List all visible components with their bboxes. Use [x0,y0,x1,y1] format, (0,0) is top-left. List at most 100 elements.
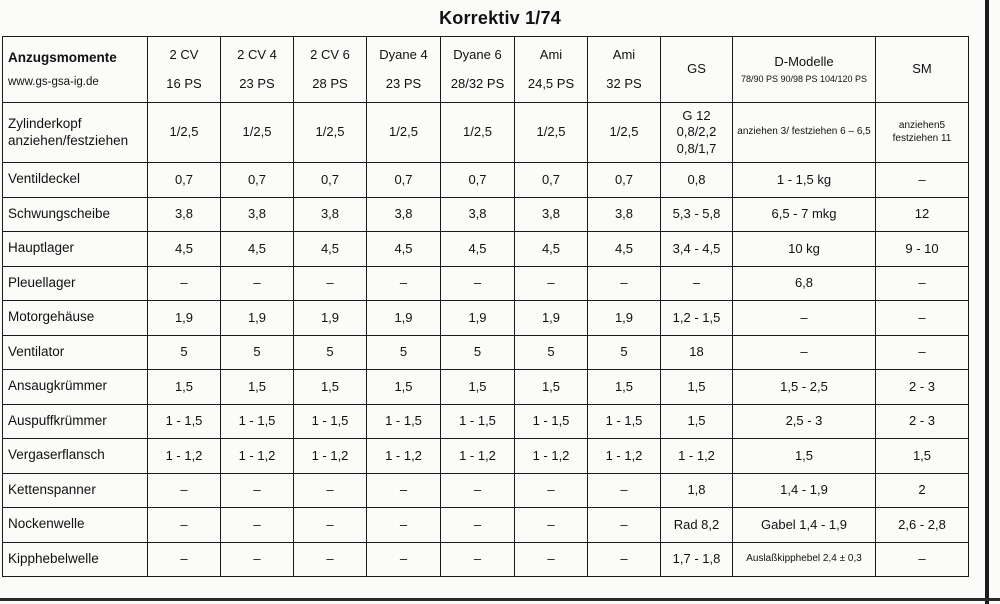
table-cell: 12 [875,196,969,232]
table-cell: 5 [587,334,661,370]
table-cell: 10 kg [732,231,876,267]
table-row: Zylinderkopf anziehen/festziehen 1/2,5 1/2… [2,102,969,163]
table-cell: 3,8 [293,196,367,232]
table-cell: 1 - 1,2 [220,438,294,474]
table-cell: anziehen 3/ festziehen 6 – 6,5 [732,102,876,163]
table-cell: – [147,265,221,301]
table-cell: 0,7 [440,162,515,198]
table-cell: 1,9 [440,300,515,336]
col-header-gs: GS [660,36,733,103]
table-cell: 3,8 [220,196,294,232]
table-cell: 1 - 1,5 [293,403,367,439]
table-cell: 4,5 [220,231,294,267]
table-cell: 1 - 1,2 [587,438,661,474]
table-cell: – [440,541,515,577]
table-cell: G 12 0,8/2,2 0,8/1,7 [660,102,733,163]
table-row: Kettenspanner – – – – – – –1,8 1,4 - 1,9 2 [2,472,969,508]
table-cell: 3,8 [440,196,515,232]
table-cell: – [293,507,367,543]
row-label: Vergaserflansch [2,438,148,474]
table-cell: 1,5 [440,369,515,405]
col-header-d-modelle: D-Modelle 78/90 PS 90/98 PS 104/120 PS [732,36,876,103]
torque-table: Anzugsmomente www.gs-gsa-ig.de 2 CV 16 PS… [2,36,969,577]
table-cell: 5 [293,334,367,370]
table-cell: 1/2,5 [220,102,294,163]
table-row: Motorgehäuse 1,9 1,9 1,9 1,9 1,9 1,9 1,9 1,2 - 1… [2,300,969,336]
row-label: Kipphebelwelle [2,541,148,577]
table-cell: – [366,507,441,543]
table-cell: 1 - 1,5 kg [732,162,876,198]
table-cell: 1 - 1,2 [440,438,515,474]
col-header-ami-24: Ami 24,5 PS [514,36,588,103]
table-cell: 4,5 [514,231,588,267]
table-cell: 9 - 10 [875,231,969,267]
col-header-dyane4: Dyane 4 23 PS [366,36,441,103]
table-cell: Auslaßkipphebel 2,4 ± 0,3 [732,541,876,577]
table-cell: – [366,265,441,301]
table-cell: 1,5 [732,438,876,474]
table-cell: 6,8 [732,265,876,301]
table-cell: 5 [220,334,294,370]
table-cell: – [732,334,876,370]
row-label: Ventildeckel [2,162,148,198]
table-cell: 0,7 [293,162,367,198]
table-cell: – [514,507,588,543]
table-cell: – [293,265,367,301]
table-cell: 1 - 1,2 [293,438,367,474]
col-header-ami-32: Ami 32 PS [587,36,661,103]
table-cell: – [220,507,294,543]
table-cell: – [514,265,588,301]
table-cell: anziehen5 festziehen 11 [875,102,969,163]
table-cell: 5 [514,334,588,370]
table-cell: 1/2,5 [147,102,221,163]
table-cell: 0,7 [514,162,588,198]
table-cell: 1,9 [293,300,367,336]
row-label: Kettenspanner [2,472,148,508]
col-header-dyane6: Dyane 6 28/32 PS [440,36,515,103]
corner-label: Anzugsmomente [8,49,117,65]
table-cell: 4,5 [366,231,441,267]
table-cell: – [366,541,441,577]
col-header-sm: SM [875,36,969,103]
table-cell: 3,8 [514,196,588,232]
table-cell: 1 - 1,2 [147,438,221,474]
row-label: Nockenwelle [2,507,148,543]
table-cell: – [875,300,969,336]
table-cell: 1 - 1,5 [587,403,661,439]
table-cell: 1,9 [587,300,661,336]
table-cell: 1,5 [875,438,969,474]
table-body: Zylinderkopf anziehen/festziehen 1/2,5 1/2… [2,102,969,577]
row-label: Zylinderkopf anziehen/festziehen [2,102,148,163]
table-cell: 1,5 [293,369,367,405]
table-cell: – [875,541,969,577]
table-cell: – [366,472,441,508]
row-label: Pleuellager [2,265,148,301]
table-cell: 1,7 - 1,8 [660,541,733,577]
table-cell: 1/2,5 [587,102,661,163]
table-cell: 0,7 [587,162,661,198]
table-cell: 2,5 - 3 [732,403,876,439]
table-cell: 6,5 - 7 mkg [732,196,876,232]
scan-edge-right [985,0,989,604]
table-cell: 1 - 1,5 [440,403,515,439]
table-cell: 1/2,5 [293,102,367,163]
table-cell: 1,5 - 2,5 [732,369,876,405]
table-cell: 0,7 [147,162,221,198]
table-row: Vergaserflansch 1 - 1,2 1 - 1,2 1 - 1,2 1 - … [2,438,969,474]
row-label: Motorgehäuse [2,300,148,336]
table-cell: 1,9 [220,300,294,336]
table-cell: – [293,472,367,508]
table-cell: 2 - 3 [875,369,969,405]
table-cell: – [147,472,221,508]
col-header-2cv6: 2 CV 6 28 PS [293,36,367,103]
table-row: Pleuellager – – – – – – – –6,8– [2,265,969,301]
row-label: Ventilator [2,334,148,370]
table-cell: – [220,541,294,577]
table-cell: 3,8 [147,196,221,232]
table-cell: 4,5 [147,231,221,267]
table-cell: 1 - 1,5 [514,403,588,439]
col-header-2cv: 2 CV 16 PS [147,36,221,103]
table-cell: 4,5 [440,231,515,267]
table-cell: 1/2,5 [440,102,515,163]
table-cell: – [147,507,221,543]
